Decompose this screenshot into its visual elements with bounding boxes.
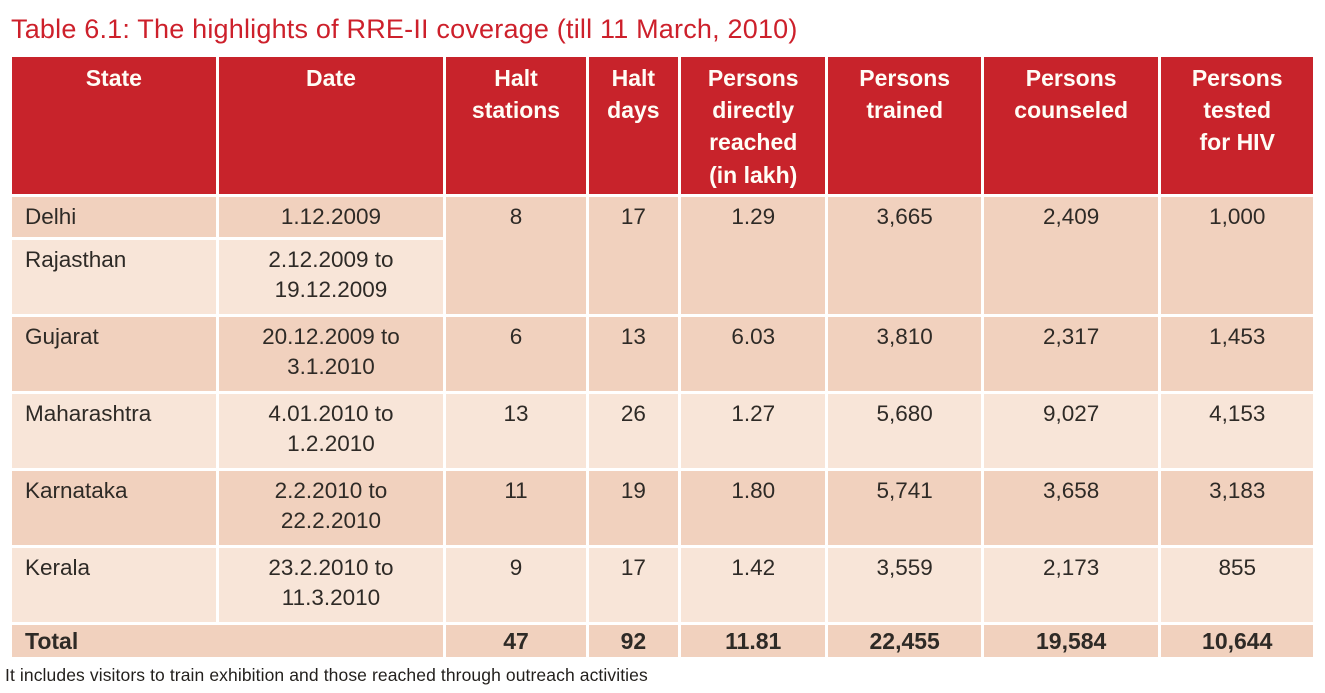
cell-halt-days: 26 xyxy=(588,394,678,468)
cell-state: Maharashtra xyxy=(12,394,216,468)
col-header-halt-stations: Halt stations xyxy=(446,57,586,194)
cell-tested-hiv: 4,153 xyxy=(1161,394,1313,468)
cell-counseled: 2,409 xyxy=(983,197,1159,314)
cell-halt-days: 17 xyxy=(588,197,678,314)
cell-directly-reached: 1.27 xyxy=(681,394,826,468)
cell-halt-stations: 13 xyxy=(446,394,586,468)
cell-tested-hiv: 3,183 xyxy=(1161,471,1313,545)
cell-counseled-total: 19,584 xyxy=(983,625,1159,657)
col-header-persons-directly-reached: Persons directly reached (in lakh) xyxy=(681,57,826,194)
table-body: Delhi 1.12.2009 8 17 1.29 3,665 2,409 1,… xyxy=(12,197,1313,657)
col-header-persons-tested-hiv: Persons tested for HIV xyxy=(1161,57,1313,194)
cell-state: Delhi xyxy=(12,197,216,237)
table-header: State Date Halt stations Halt days Perso… xyxy=(12,57,1313,194)
cell-halt-stations: 8 xyxy=(446,197,586,314)
table-title: Table 6.1: The highlights of RRE-II cove… xyxy=(11,14,798,44)
cell-state: Karnataka xyxy=(12,471,216,545)
cell-trained: 3,559 xyxy=(828,548,981,622)
cell-tested-hiv: 1,000 xyxy=(1161,197,1313,314)
cell-directly-reached: 1.80 xyxy=(681,471,826,545)
cell-state: Gujarat xyxy=(12,317,216,391)
cell-directly-reached: 1.29 xyxy=(681,197,826,314)
cell-date: 20.12.2009 to 3.1.2010 xyxy=(218,317,444,391)
cell-halt-days: 13 xyxy=(588,317,678,391)
table-footnote: It includes visitors to train exhibition… xyxy=(5,665,648,685)
cell-date: 4.01.2010 to 1.2.2010 xyxy=(218,394,444,468)
table-row-delhi: Delhi 1.12.2009 8 17 1.29 3,665 2,409 1,… xyxy=(12,197,1313,314)
col-header-persons-trained: Persons trained xyxy=(828,57,981,194)
cell-total-label: Total xyxy=(12,625,444,657)
cell-date: 2.12.2009 to 19.12.2009 xyxy=(218,240,444,314)
cell-tested-hiv: 855 xyxy=(1161,548,1313,622)
cell-state: Rajasthan xyxy=(12,240,216,314)
cell-tested-hiv: 1,453 xyxy=(1161,317,1313,391)
cell-counseled: 2,317 xyxy=(983,317,1159,391)
col-header-state: State xyxy=(12,57,216,194)
cell-halt-stations-total: 47 xyxy=(446,625,586,657)
cell-halt-stations: 6 xyxy=(446,317,586,391)
cell-trained: 3,810 xyxy=(828,317,981,391)
cell-counseled: 3,658 xyxy=(983,471,1159,545)
col-header-persons-counseled: Persons counseled xyxy=(983,57,1159,194)
cell-halt-days: 19 xyxy=(588,471,678,545)
cell-tested-hiv-total: 10,644 xyxy=(1161,625,1313,657)
table-row-gujarat: Gujarat 20.12.2009 to 3.1.2010 6 13 6.03… xyxy=(12,317,1313,391)
cell-directly-reached: 6.03 xyxy=(681,317,826,391)
cell-directly-reached-total: 11.81 xyxy=(681,625,826,657)
cell-counseled: 2,173 xyxy=(983,548,1159,622)
cell-trained: 5,741 xyxy=(828,471,981,545)
cell-state: Kerala xyxy=(12,548,216,622)
cell-date: 2.2.2010 to 22.2.2010 xyxy=(218,471,444,545)
cell-trained: 3,665 xyxy=(828,197,981,314)
col-header-halt-days: Halt days xyxy=(588,57,678,194)
cell-date: 23.2.2010 to 11.3.2010 xyxy=(218,548,444,622)
cell-halt-days-total: 92 xyxy=(588,625,678,657)
rre-coverage-table: State Date Halt stations Halt days Perso… xyxy=(9,54,1316,660)
col-header-date: Date xyxy=(218,57,444,194)
table-row-kerala: Kerala 23.2.2010 to 11.3.2010 9 17 1.42 … xyxy=(12,548,1313,622)
cell-counseled: 9,027 xyxy=(983,394,1159,468)
cell-halt-stations: 11 xyxy=(446,471,586,545)
cell-halt-stations: 9 xyxy=(446,548,586,622)
cell-date: 1.12.2009 xyxy=(218,197,444,237)
table-row-total: Total 47 92 11.81 22,455 19,584 10,644 xyxy=(12,625,1313,657)
table-row-rajasthan: Rajasthan 2.12.2009 to 19.12.2009 xyxy=(12,240,1313,314)
header-row: State Date Halt stations Halt days Perso… xyxy=(12,57,1313,194)
table-row-karnataka: Karnataka 2.2.2010 to 22.2.2010 11 19 1.… xyxy=(12,471,1313,545)
table-row-maharashtra: Maharashtra 4.01.2010 to 1.2.2010 13 26 … xyxy=(12,394,1313,468)
cell-trained-total: 22,455 xyxy=(828,625,981,657)
cell-halt-days: 17 xyxy=(588,548,678,622)
cell-directly-reached: 1.42 xyxy=(681,548,826,622)
cell-trained: 5,680 xyxy=(828,394,981,468)
